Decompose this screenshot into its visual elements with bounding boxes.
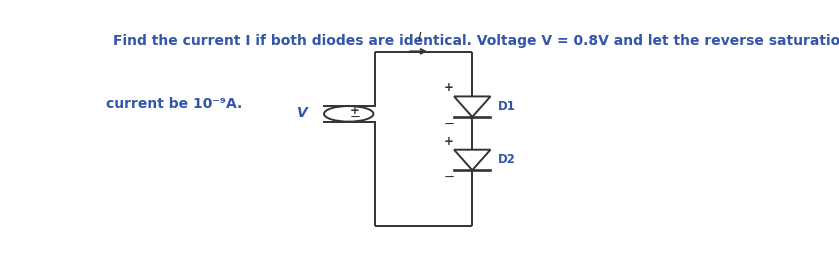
Text: V: V xyxy=(297,106,308,120)
Text: −: − xyxy=(443,171,455,184)
Text: D2: D2 xyxy=(498,153,516,167)
Text: D1: D1 xyxy=(498,100,516,113)
Polygon shape xyxy=(454,150,491,170)
Polygon shape xyxy=(454,97,491,117)
Text: current be 10⁻⁹A.: current be 10⁻⁹A. xyxy=(107,97,242,111)
Text: +: + xyxy=(444,135,454,148)
Text: +: + xyxy=(350,104,360,117)
Text: +: + xyxy=(444,81,454,94)
Text: −: − xyxy=(349,111,361,124)
Text: −: − xyxy=(443,118,455,131)
Text: I: I xyxy=(418,31,422,44)
Text: Find the current I if both diodes are identical. Voltage V = 0.8V and let the re: Find the current I if both diodes are id… xyxy=(112,34,839,48)
